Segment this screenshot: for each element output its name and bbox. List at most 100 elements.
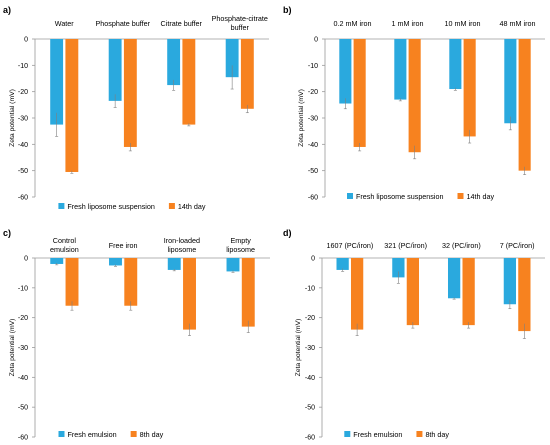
legend-swatch bbox=[416, 431, 423, 437]
chart-panel-3: c) 0 -10 -20 -30 -40 -50 -60 Zeta potential (mV)… bbox=[3, 228, 270, 442]
bar-aged bbox=[182, 39, 196, 125]
category-label: Empty bbox=[230, 236, 251, 245]
bar-fresh bbox=[50, 258, 64, 264]
y-tick-label: -50 bbox=[18, 168, 28, 175]
legend-label: Fresh liposome suspension bbox=[67, 202, 154, 211]
y-axis-title: Zeta potential (mV) bbox=[295, 319, 302, 377]
chart-panel-2: b) 0 -10 -20 -30 -40 -50 -60 Zeta potential (mV)… bbox=[283, 5, 545, 202]
chart-panel-4: d) 0 -10 -20 -30 -40 -50 -60 Zeta potential (mV)… bbox=[283, 228, 545, 442]
y-tick-label: -60 bbox=[308, 195, 318, 202]
y-tick-label: -20 bbox=[18, 315, 28, 322]
bar-fresh bbox=[504, 39, 517, 124]
category-label: Free iron bbox=[109, 241, 138, 250]
category-label: liposome bbox=[226, 245, 255, 254]
bar-fresh bbox=[394, 39, 407, 100]
y-tick-label: -20 bbox=[308, 89, 318, 96]
category-label: 1607 (PC/iron) bbox=[327, 241, 374, 250]
legend-swatch bbox=[58, 431, 65, 437]
panel-label: c) bbox=[3, 228, 11, 238]
bar-aged bbox=[124, 258, 138, 306]
y-tick-label: -40 bbox=[305, 375, 315, 382]
legend-label: 8th day bbox=[425, 430, 449, 439]
chart-panel-1: a) 0 -10 -20 -30 -40 -50 -60 Zeta potential (mV)… bbox=[3, 5, 269, 211]
y-tick-label: 0 bbox=[24, 37, 28, 44]
legend-label: 14th day bbox=[178, 202, 206, 211]
legend-swatch bbox=[168, 203, 175, 209]
category-label: Phosphate buffer bbox=[95, 19, 150, 28]
y-tick-label: -10 bbox=[18, 63, 28, 70]
bar-fresh bbox=[167, 258, 181, 270]
panel-label: d) bbox=[283, 228, 292, 238]
category-label: 7 (PC/iron) bbox=[500, 241, 535, 250]
y-tick-label: -30 bbox=[305, 345, 315, 352]
bar-fresh bbox=[50, 39, 64, 125]
bar-fresh bbox=[449, 39, 462, 90]
y-tick-label: 0 bbox=[314, 37, 318, 44]
category-label: buffer bbox=[231, 23, 250, 32]
category-label: 1 mM iron bbox=[392, 19, 424, 28]
y-tick-label: -50 bbox=[305, 405, 315, 412]
bar-aged bbox=[65, 39, 79, 172]
bar-aged bbox=[518, 258, 531, 332]
y-tick-label: 0 bbox=[24, 256, 28, 263]
y-tick-label: -30 bbox=[308, 116, 318, 123]
bar-fresh bbox=[447, 258, 461, 299]
bar-fresh bbox=[392, 258, 405, 278]
bar-aged bbox=[408, 39, 421, 153]
category-label: Citrate buffer bbox=[161, 19, 203, 28]
bar-aged bbox=[463, 39, 476, 137]
y-axis-title: Zeta potential (mV) bbox=[298, 89, 305, 147]
y-tick-label: -50 bbox=[18, 405, 28, 412]
y-tick-label: -60 bbox=[18, 195, 28, 202]
y-tick-label: -40 bbox=[308, 142, 318, 149]
y-axis-title: Zeta potential (mV) bbox=[9, 319, 16, 377]
category-label: Phosphate-citrate bbox=[212, 14, 268, 23]
bar-aged bbox=[123, 39, 137, 147]
legend-swatch bbox=[58, 203, 65, 209]
bar-fresh bbox=[108, 39, 122, 101]
bar-fresh bbox=[225, 39, 239, 78]
panel-label: b) bbox=[283, 5, 292, 15]
y-tick-label: -30 bbox=[18, 116, 28, 123]
y-tick-label: -10 bbox=[308, 63, 318, 70]
y-tick-label: -40 bbox=[18, 142, 28, 149]
y-axis-title: Zeta potential (mV) bbox=[9, 89, 16, 147]
category-label: 32 (PC/iron) bbox=[442, 241, 481, 250]
bar-aged bbox=[350, 258, 364, 330]
legend-label: Fresh emulsion bbox=[68, 430, 117, 439]
category-label: 48 mM iron bbox=[500, 19, 536, 28]
y-tick-label: -20 bbox=[305, 315, 315, 322]
legend-swatch bbox=[457, 193, 464, 199]
bar-fresh bbox=[339, 39, 352, 104]
bar-fresh bbox=[503, 258, 517, 305]
bar-aged bbox=[518, 39, 531, 171]
bar-fresh bbox=[167, 39, 181, 86]
category-label: Water bbox=[55, 19, 75, 28]
y-tick-label: -60 bbox=[18, 435, 28, 442]
bar-aged bbox=[353, 39, 366, 147]
panel-label: a) bbox=[3, 5, 11, 15]
category-label: Iron-loaded bbox=[164, 236, 200, 245]
y-tick-label: 0 bbox=[311, 256, 315, 263]
category-label: 0.2 mM iron bbox=[334, 19, 372, 28]
legend-swatch bbox=[347, 193, 353, 199]
bar-aged bbox=[65, 258, 79, 306]
y-tick-label: -60 bbox=[305, 435, 315, 442]
bar-aged bbox=[406, 258, 420, 326]
legend-label: 8th day bbox=[140, 430, 164, 439]
legend-swatch bbox=[130, 431, 137, 437]
bar-fresh bbox=[336, 258, 349, 270]
category-label: emulsion bbox=[50, 245, 79, 254]
legend-label: 14th day bbox=[467, 192, 495, 201]
y-tick-label: -50 bbox=[308, 168, 318, 175]
y-tick-label: -10 bbox=[305, 285, 315, 292]
y-tick-label: -20 bbox=[18, 89, 28, 96]
bar-aged bbox=[240, 39, 254, 109]
y-tick-label: -30 bbox=[18, 345, 28, 352]
category-label: liposome bbox=[167, 245, 196, 254]
legend-swatch bbox=[344, 431, 351, 437]
bar-aged bbox=[462, 258, 475, 326]
y-tick-label: -10 bbox=[18, 285, 28, 292]
y-tick-label: -40 bbox=[18, 375, 28, 382]
